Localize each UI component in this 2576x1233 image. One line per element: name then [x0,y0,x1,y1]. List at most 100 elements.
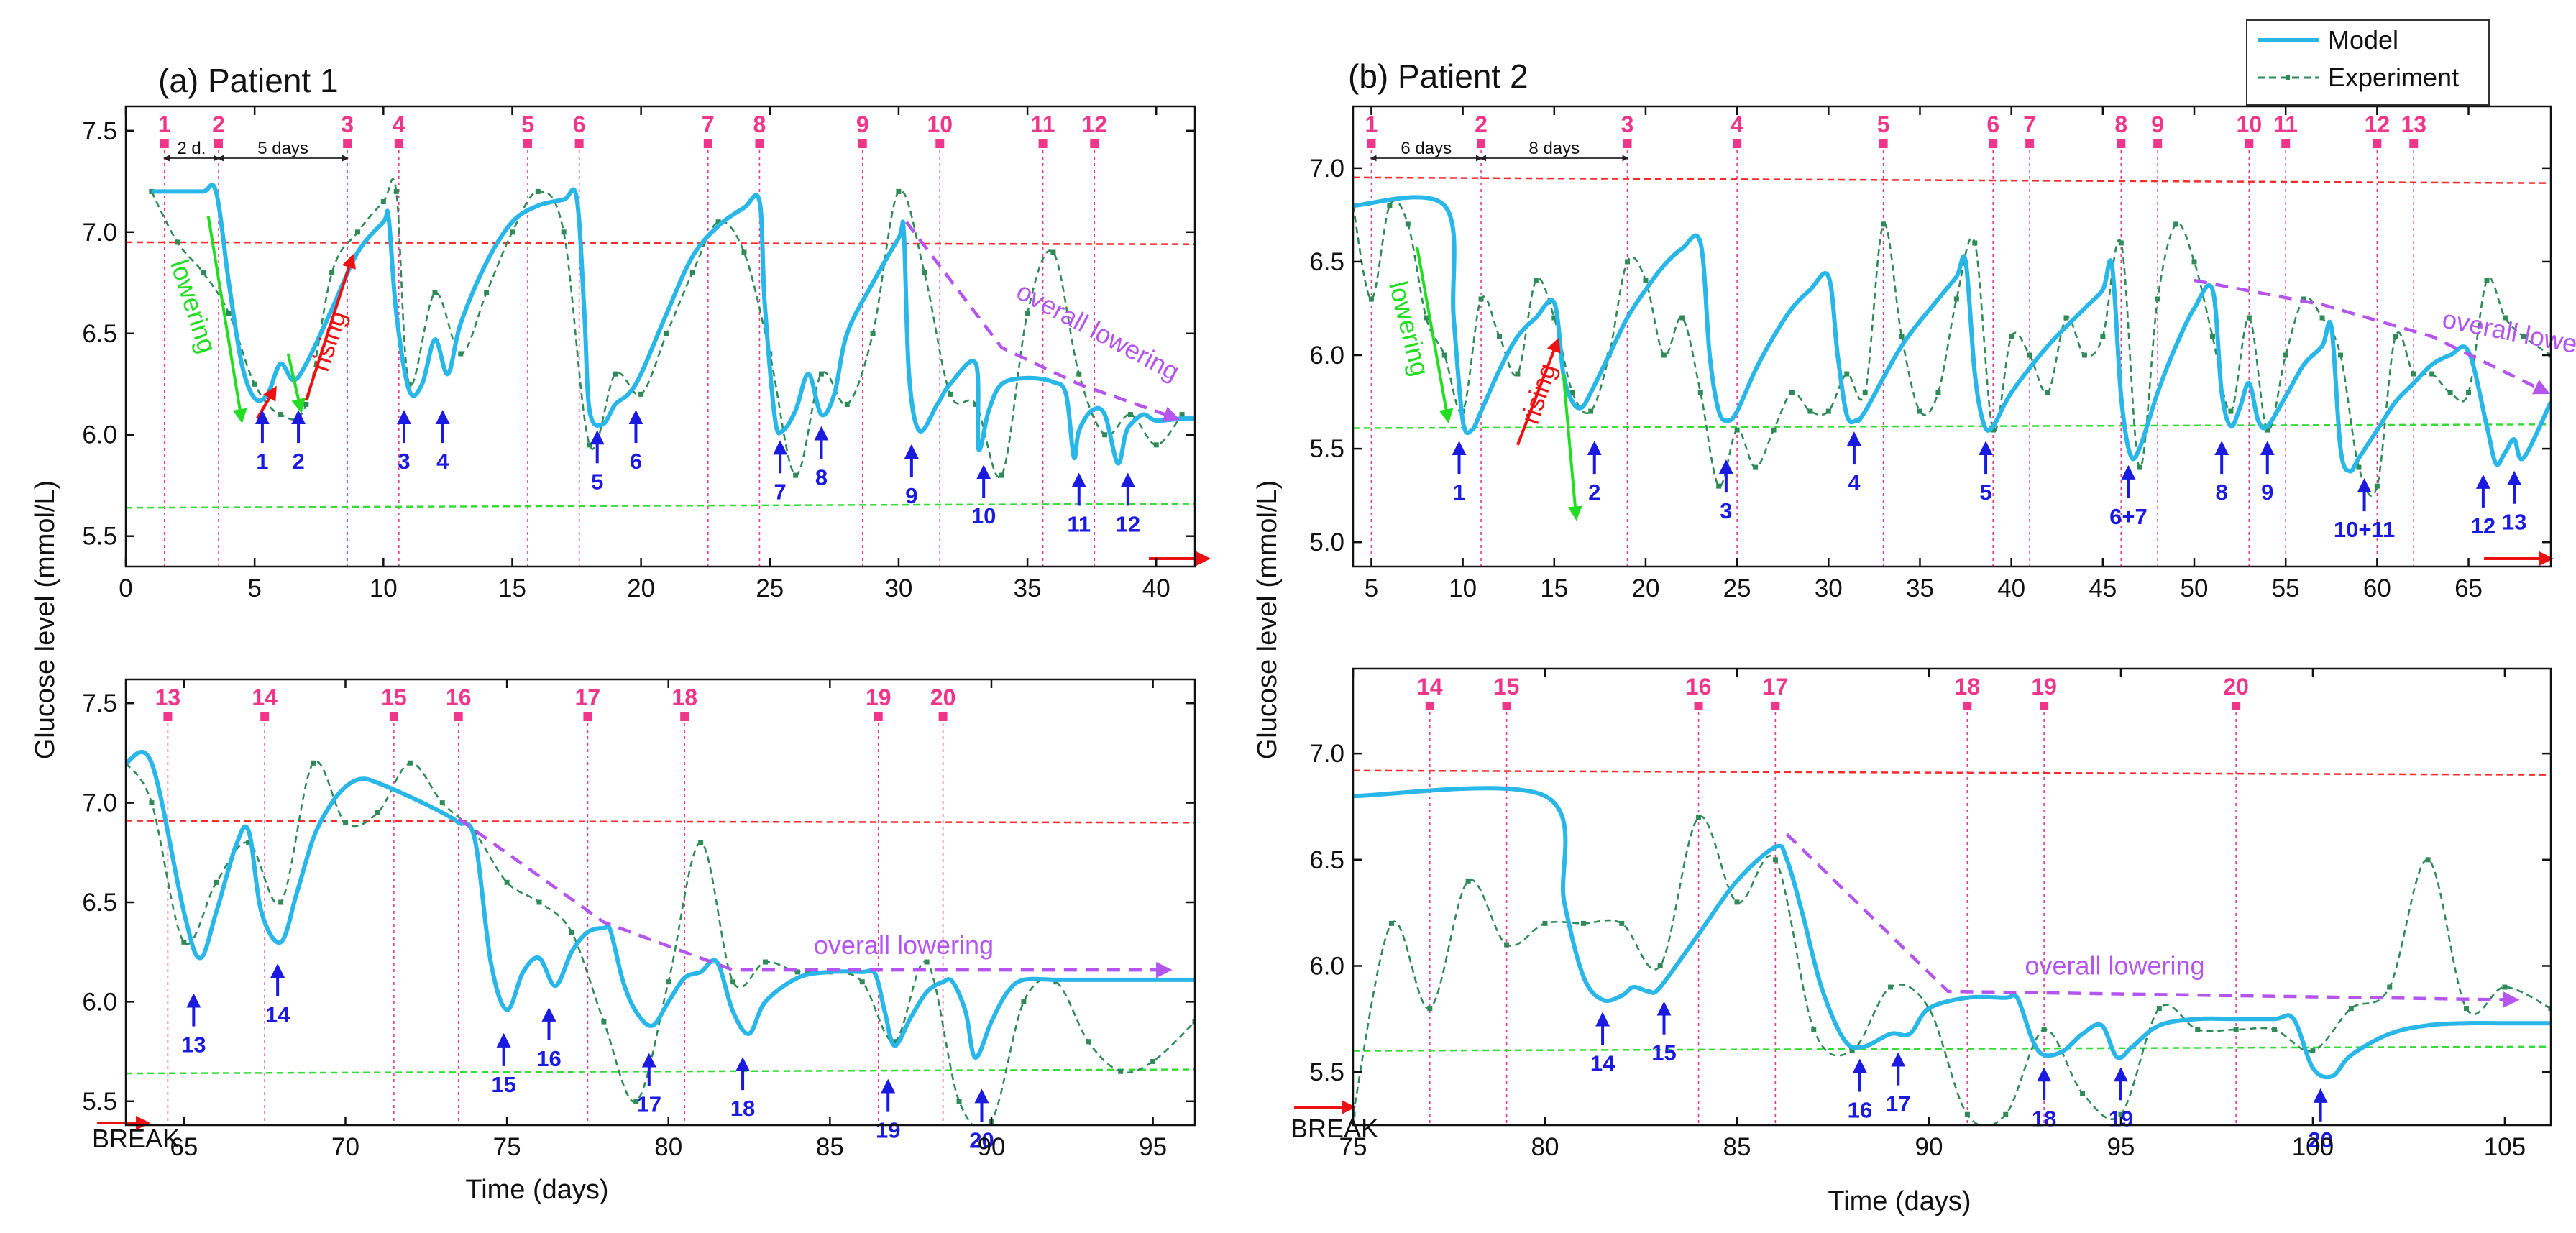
model-series-line [151,183,1195,466]
x-tick-label: 65 [2454,574,2483,602]
experiment-point [2027,352,2032,358]
experiment-point [181,939,187,945]
experiment-point [1679,315,1685,321]
dip-label: 17 [637,1092,661,1117]
injection-marker [1477,139,1486,148]
x-tick-label: 65 [170,1133,198,1161]
injection-label: 12 [1081,111,1107,137]
injection-label: 15 [381,684,407,710]
experiment-point [2447,390,2453,395]
experiment-point [1917,408,1922,414]
plot-area [126,717,1195,1125]
experiment-point [439,800,445,806]
dip-label: 1 [1453,480,1465,505]
experiment-point [329,270,335,275]
x-tick-label: 80 [654,1133,682,1161]
experiment-point [2080,1091,2086,1096]
experiment-point [393,188,399,194]
injection-marker [1038,139,1048,148]
y-tick-label: 7.0 [82,219,117,247]
injection-marker [1502,702,1511,710]
legend-experiment-label: Experiment [2328,63,2459,92]
overall-lowering-arrow [904,221,1181,422]
dip-label: 7 [774,479,786,504]
experiment-point [924,959,930,965]
injection-marker [938,712,948,721]
dip-label: 19 [876,1118,900,1143]
trend-arrow-label: rising [305,307,352,375]
injection-label: 18 [1955,674,1981,700]
dip-label: 11 [1067,511,1091,536]
injection-label: 11 [1031,111,1055,137]
dip-label: 15 [1651,1040,1676,1065]
experiment-point [458,351,464,357]
injection-marker [2409,139,2419,148]
dip-label: 15 [491,1072,515,1097]
y-tick-label: 6.5 [82,320,117,348]
injection-marker [1989,139,1998,148]
injection-marker [2281,139,2291,148]
experiment-point [278,412,283,418]
experiment-point [1753,464,1759,470]
experiment-point [246,840,252,845]
injection-label: 4 [1731,111,1743,137]
dip-label: 12 [2471,513,2495,538]
dip-label: 5 [1979,480,1991,505]
experiment-point [1789,390,1795,395]
trend-arrow [1416,246,1454,424]
injection-label: 1 [1365,111,1378,137]
experiment-point [1771,427,1777,433]
x-axis-label-b: Time (days) [1828,1186,1971,1216]
x-tick-label: 25 [756,574,784,602]
experiment-point [973,401,978,407]
legend-experiment-marker [2286,75,2290,80]
injection-marker [574,139,584,148]
experiment-point [638,391,644,397]
experiment-point [1588,408,1594,414]
plot-frame [1352,105,2552,568]
experiment-point [666,979,671,985]
injection-marker [1090,139,1099,148]
y-tick-label: 6.5 [82,889,117,917]
experiment-point [1021,999,1027,1004]
overall-lowering-arrow [1785,833,2520,1008]
experiment-point [896,188,902,194]
experiment-point [2081,352,2087,358]
experiment-point [1405,221,1411,227]
injection-label: 12 [2365,111,2391,137]
dip-label: 3 [398,449,410,474]
experiment-point [2191,259,2197,265]
injection-label: 11 [2273,111,2298,137]
experiment-point [1661,352,1667,358]
experiment-point [1465,878,1471,884]
experiment-point [922,270,927,275]
experiment-point [794,969,800,975]
experiment-point [601,1019,607,1025]
x-tick-label: 35 [1906,574,1934,602]
experiment-point [2155,296,2160,302]
experiment-point [1076,371,1082,377]
injection-marker [874,712,883,721]
experiment-point [303,401,309,407]
x-tick-label: 30 [1815,574,1843,602]
y-tick-label: 5.5 [1309,1058,1344,1086]
plot-area [1353,144,2551,567]
experiment-series-line [1353,815,2551,1125]
experiment-point [2393,334,2398,339]
plot-frame [124,105,1196,568]
injection-label: 20 [930,684,956,710]
experiment-point [561,229,567,235]
experiment-point [1734,899,1740,905]
injection-label: 17 [1763,674,1789,700]
injection-marker [1694,702,1703,710]
experiment-point [407,760,413,766]
injection-marker [2373,139,2382,148]
y-tick-label: 5.5 [82,523,117,551]
experiment-point [2301,296,2307,302]
x-tick-label: 50 [2181,574,2209,602]
x-tick-label: 25 [1723,574,1751,602]
panel-a-bottom: 13 14 15 16 17 18 19 20 overall lowering 13 14 15 16… [82,678,1196,1161]
injection-marker [1733,139,1742,148]
injection-label: 13 [155,684,181,710]
